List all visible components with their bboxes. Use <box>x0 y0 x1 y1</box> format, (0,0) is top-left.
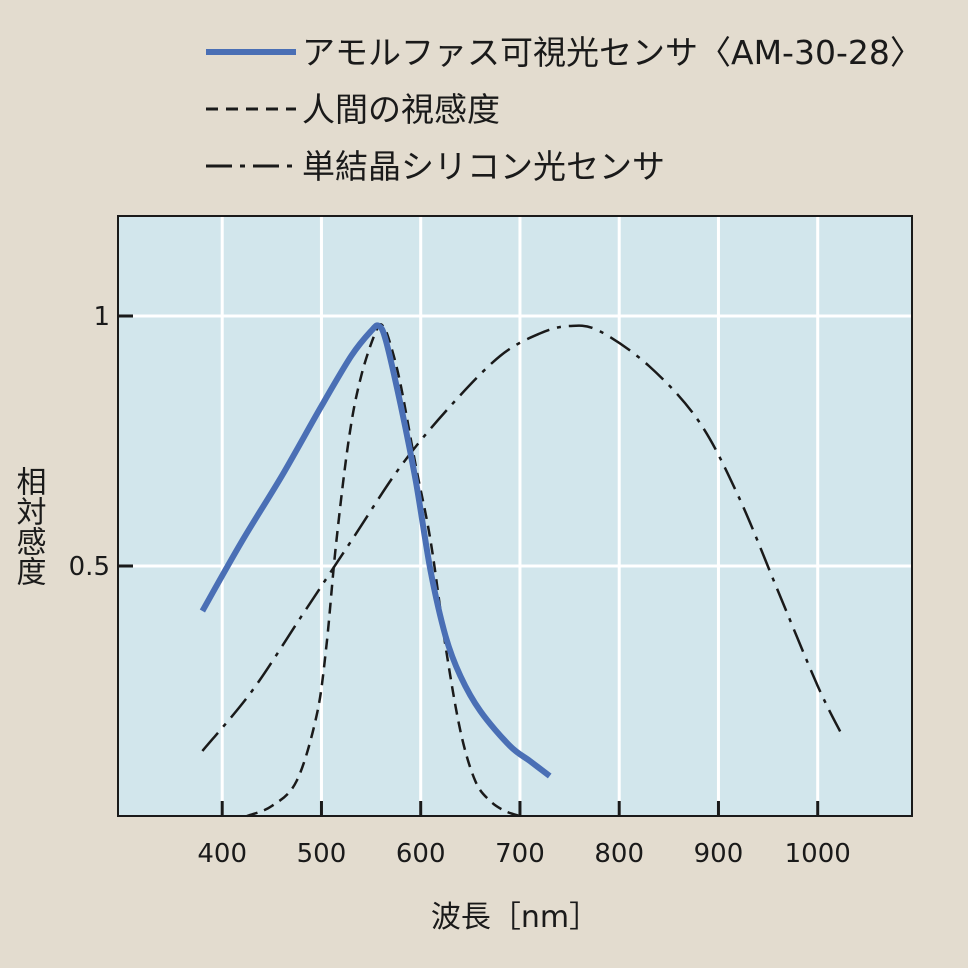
series-line-amorphous <box>199 322 552 779</box>
x-tick-label: 400 <box>197 839 247 869</box>
x-tick-label: 800 <box>594 839 644 869</box>
legend: アモルファス可視光センサ〈AM-30-28〉 人間の視感度 単結晶シリコン光セン… <box>206 33 923 186</box>
legend-label-silicon: 単結晶シリコン光センサ <box>302 147 665 186</box>
x-axis-label: 波長［nm］ <box>431 900 599 935</box>
plot-border <box>117 215 913 817</box>
x-tick-label: 1000 <box>785 839 851 869</box>
y-tick-label: 0.5 <box>69 552 110 582</box>
y-axis-label: 相対感度 <box>11 466 47 586</box>
series-line-silicon <box>201 324 844 752</box>
plot-area <box>117 215 913 817</box>
y-tick-label: 1 <box>93 302 110 332</box>
grid <box>118 216 912 816</box>
legend-label-amorphous: アモルファス可視光センサ〈AM-30-28〉 <box>302 33 923 72</box>
ticks: 400 500 600 700 800 900 1000 0.5 1 <box>69 302 851 869</box>
x-tick-label: 500 <box>297 839 347 869</box>
x-tick-label: 900 <box>694 839 744 869</box>
series <box>199 322 844 818</box>
legend-label-human: 人間の視感度 <box>302 90 500 129</box>
x-tick-label: 700 <box>495 839 545 869</box>
x-tick-label: 600 <box>396 839 446 869</box>
